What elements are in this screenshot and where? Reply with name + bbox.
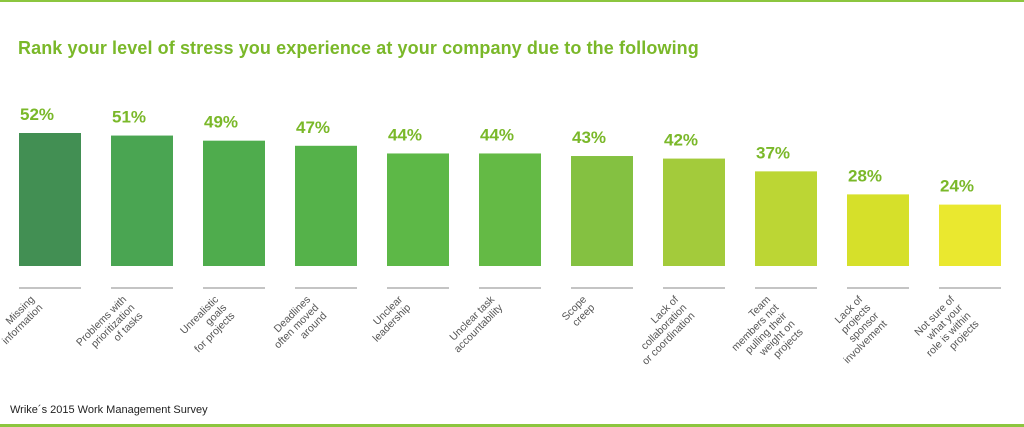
value-label: 43% xyxy=(572,128,606,147)
top-border xyxy=(0,0,1024,2)
bar xyxy=(295,145,357,266)
svg-text:Not sure ofwhat yourrole is wi: Not sure ofwhat yourrole is withinprojec… xyxy=(908,293,982,367)
category-label: Problems withprioritizationof tasks xyxy=(74,294,145,365)
svg-text:Unclear taskaccountability: Unclear taskaccountability xyxy=(444,293,506,355)
chart-title: Rank your level of stress you experience… xyxy=(18,38,699,58)
category-label: Scopecreep xyxy=(560,294,598,332)
svg-text:Lack ofprojectssponsorinvolvem: Lack ofprojectssponsorinvolvement xyxy=(817,293,890,366)
bar xyxy=(19,133,81,266)
svg-text:Missinginformation: Missinginformation xyxy=(0,294,45,347)
value-label: 28% xyxy=(848,166,882,185)
svg-text:Deadlinesoften movedaround: Deadlinesoften movedaround xyxy=(264,294,330,360)
bar xyxy=(111,135,173,266)
bar xyxy=(479,153,541,266)
svg-text:Lack ofcollaborationor coordin: Lack ofcollaborationor coordination xyxy=(624,294,698,368)
svg-text:Teammembers notpulling theirwe: Teammembers notpulling theirweight onpro… xyxy=(721,293,806,378)
bar xyxy=(755,171,817,266)
bar xyxy=(203,140,265,266)
svg-text:Problems withprioritizationof: Problems withprioritizationof tasks xyxy=(74,294,145,365)
category-label: Unclear taskaccountability xyxy=(444,293,506,355)
bar xyxy=(663,158,725,266)
category-label: Unclearleadership xyxy=(362,293,414,344)
value-label: 42% xyxy=(664,131,698,150)
category-label: Lack ofprojectssponsorinvolvement xyxy=(817,293,890,367)
category-label: Missinginformation xyxy=(0,294,45,347)
category-label: Teammembers notpulling theirweight onpro… xyxy=(721,293,806,378)
bar xyxy=(571,156,633,266)
bar xyxy=(847,194,909,266)
bottom-border xyxy=(0,424,1024,427)
category-label: Lack ofcollaborationor coordination xyxy=(624,294,698,368)
bar xyxy=(387,153,449,266)
value-label: 47% xyxy=(296,118,330,137)
value-label: 24% xyxy=(940,177,974,196)
value-label: 51% xyxy=(112,108,146,127)
value-label: 44% xyxy=(388,125,422,144)
value-label: 44% xyxy=(480,125,514,144)
category-label: Not sure ofwhat yourrole is withinprojec… xyxy=(908,293,982,367)
value-label: 52% xyxy=(20,105,54,124)
value-label: 49% xyxy=(204,113,238,132)
bar xyxy=(939,204,1001,266)
source-note: Wrike´s 2015 Work Management Survey xyxy=(10,404,208,416)
svg-text:Unclearleadership: Unclearleadership xyxy=(362,293,413,344)
svg-text:Unrealisticgoalsfor projects: Unrealisticgoalsfor projects xyxy=(176,294,237,355)
category-label: Unrealisticgoalsfor projects xyxy=(176,294,237,355)
value-label: 37% xyxy=(756,143,790,162)
category-label: Deadlinesoften movedaround xyxy=(264,294,330,360)
svg-text:Scopecreep: Scopecreep xyxy=(560,294,598,332)
